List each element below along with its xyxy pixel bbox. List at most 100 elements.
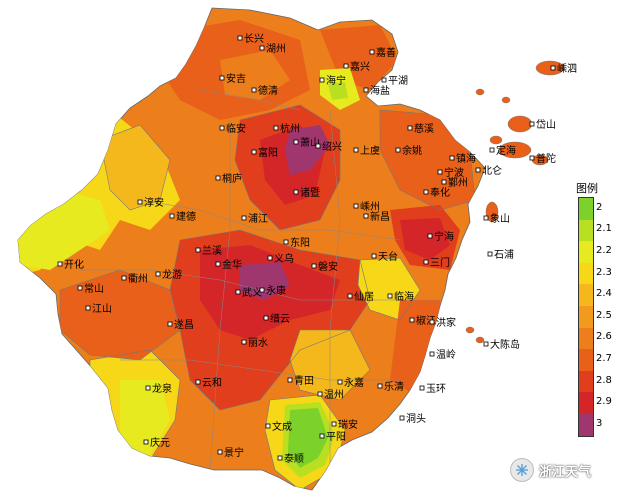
city-label: 淳安 [144,196,164,209]
city-marker [273,125,279,131]
city-marker [317,391,323,397]
watermark: 浙江天气 [510,458,591,482]
city-marker [483,215,489,221]
city-label: 温岭 [436,348,456,361]
legend-label: 2.9 [596,396,612,408]
legend-swatch [579,305,593,328]
legend-label: 2.7 [596,353,612,364]
city-marker [487,251,493,257]
city-label: 临海 [394,290,414,303]
city-label: 定海 [496,144,516,157]
city-label: 桐庐 [222,172,242,185]
city-marker [143,439,149,445]
city-label: 富阳 [258,146,278,159]
city-label: 天台 [378,250,398,263]
legend-label: 2.5 [596,309,612,321]
city-label: 临安 [226,122,246,135]
city-marker [283,239,289,245]
city-label: 浦江 [248,212,268,225]
city-marker [311,263,317,269]
city-marker [77,285,83,291]
legend-color-bar [578,197,594,437]
city-label: 龙泉 [152,382,172,395]
city-label: 乐清 [384,380,404,393]
city-label: 瑞安 [338,418,358,431]
city-marker [235,289,241,295]
city-label: 江山 [92,303,112,315]
city-marker [293,139,299,145]
legend-label: 2.2 [596,245,612,256]
legend-swatch [579,284,593,306]
city-label: 平湖 [388,75,408,87]
contour-fields [18,20,475,490]
legend-swatch [579,198,593,220]
city-label: 东阳 [290,236,310,249]
city-marker [219,125,225,131]
city-label: 奉化 [430,186,450,199]
city-marker [449,155,455,161]
city-marker [241,339,247,345]
city-label: 永康 [266,284,286,297]
city-marker [353,147,359,153]
city-label: 玉环 [426,384,446,395]
legend-label: 2.1 [596,223,612,235]
city-label: 海盐 [370,84,390,97]
city-marker [331,421,337,427]
city-marker [293,189,299,195]
city-label: 开化 [64,258,84,271]
legend-label: 2.4 [596,288,612,300]
legend-label: 2.6 [596,331,612,343]
city-marker [363,213,369,219]
city-label: 普陀 [536,152,556,165]
city-label: 安吉 [226,72,246,85]
city-marker [423,259,429,265]
city-label: 兰溪 [202,244,222,257]
city-label: 龙游 [162,268,182,281]
city-marker [429,319,435,325]
city-label: 永嘉 [344,376,364,389]
city-label: 新昌 [370,210,390,223]
city-marker [215,175,221,181]
city-marker [423,189,429,195]
legend-swatch [579,327,593,350]
city-marker [195,247,201,253]
city-label: 德清 [258,84,278,97]
city-marker [483,341,489,347]
city-label: 长兴 [244,33,264,45]
city-label: 嵊泗 [557,62,577,75]
city-marker [241,215,247,221]
city-label: 常山 [84,282,104,295]
watermark-text: 浙江天气 [539,464,592,480]
city-label: 青田 [294,374,314,387]
city-label: 余姚 [402,144,422,157]
legend-swatch [579,392,593,414]
city-marker [263,315,269,321]
city-marker [377,383,383,389]
city-label: 镇海 [456,152,476,165]
city-label: 庆元 [150,436,170,449]
city-label: 洪家 [436,316,456,329]
city-label: 宁海 [434,230,454,243]
city-label: 文成 [272,420,292,433]
city-label: 嵊州 [360,200,380,213]
city-marker [441,179,447,185]
contour-lines [59,104,476,490]
city-label: 海宁 [326,74,346,87]
city-marker [387,293,393,299]
city-label: 仙居 [354,290,374,303]
city-label: 湖州 [266,43,286,55]
city-marker [427,233,433,239]
city-marker [407,125,413,131]
legend-label: 2.8 [596,374,612,386]
city-label: 平阳 [326,431,346,443]
city-marker [319,433,325,439]
city-marker [381,77,387,83]
city-marker [489,147,495,153]
city-marker [353,203,359,209]
legend: 图例 2 2.1 2.2 2.3 2.4 2.5 2.6 2.7 2.8 2.9 3 [574,180,624,437]
legend-swatch [579,241,593,263]
legend-label: 2 [596,201,603,213]
city-label: 大陈岛 [490,338,520,351]
city-label: 嘉善 [376,46,396,59]
city-label: 磐安 [318,260,338,273]
